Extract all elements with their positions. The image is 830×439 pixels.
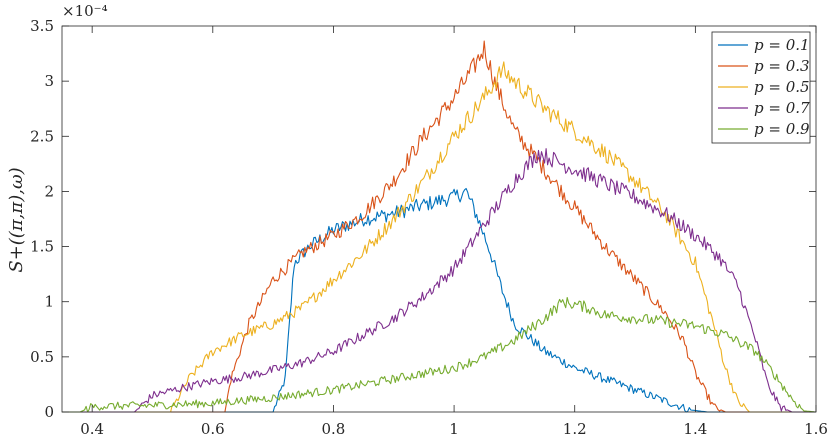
y-tick-label: 0: [44, 403, 54, 421]
series-line-3: [62, 61, 816, 413]
x-tick-label: 1.6: [804, 420, 828, 438]
y-axis-label: S+((π,π),ω): [6, 167, 27, 272]
y-tick-label: 2.5: [30, 127, 54, 145]
legend-label: p = 0.1: [754, 36, 810, 54]
legend-label: p = 0.5: [754, 78, 810, 96]
plot-area: [62, 26, 816, 412]
legend-label: p = 0.9: [754, 120, 810, 138]
legend: p = 0.1 p = 0.3 p = 0.5 p = 0.7 p = 0.9: [711, 31, 811, 144]
series-line-5: [62, 296, 817, 413]
y-tick-label: 1.5: [30, 238, 54, 256]
x-tick-label: 0.8: [322, 420, 346, 438]
tick-layer: 0.4 0.6 0.8 1 1.2 1.4 1.6 0 0.5 1 1.5 2 2.5 3 3.5: [30, 17, 828, 438]
x-tick-label: 0.6: [201, 420, 225, 438]
y-tick-label: 1: [44, 293, 54, 311]
x-tick-label: 1: [449, 420, 459, 438]
axes-box: [61, 25, 817, 413]
y-tick-label: 3.5: [30, 17, 54, 35]
y-exponent-label: ×10⁻⁴: [62, 2, 108, 20]
series-line-4: [62, 148, 816, 413]
x-tick-label: 0.4: [80, 420, 104, 438]
x-tick-label: 1.4: [683, 420, 707, 438]
y-tick-label: 2: [44, 182, 54, 200]
y-tick-label: 0.5: [30, 348, 54, 366]
legend-label: p = 0.3: [754, 57, 810, 75]
y-tick-label: 3: [44, 72, 54, 90]
x-tick-label: 1.2: [563, 420, 587, 438]
legend-label: p = 0.7: [754, 99, 810, 117]
